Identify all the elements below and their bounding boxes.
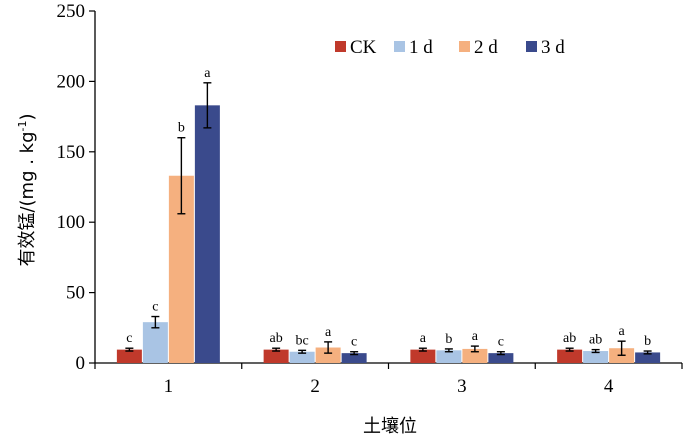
bar	[462, 348, 488, 363]
x-tick-label: 1	[164, 376, 174, 397]
legend-label: CK	[350, 37, 377, 58]
bar	[116, 349, 142, 363]
legend-label: 2 d	[474, 37, 498, 58]
legend-swatch	[459, 41, 470, 52]
bar	[583, 351, 609, 363]
legend: CK 1 d 2 d 3 d	[335, 37, 565, 58]
bar	[289, 351, 315, 363]
y-tick-label: 200	[57, 71, 86, 92]
significance-label: c	[498, 335, 504, 350]
y-tick-label: 50	[66, 283, 85, 304]
bar	[436, 350, 462, 363]
significance-label: a	[420, 331, 427, 346]
legend-label: 3 d	[541, 37, 565, 58]
significance-label: ab	[563, 331, 576, 346]
significance-label: a	[204, 66, 211, 81]
significance-label: c	[126, 331, 132, 346]
x-tick-label: 4	[604, 376, 614, 397]
bar	[315, 347, 341, 363]
bar	[488, 353, 514, 363]
y-axis-title-main: 有效锰/(mg . kg	[17, 131, 38, 266]
bar	[635, 352, 661, 363]
significance-label: ab	[589, 333, 602, 348]
significance-label: bc	[296, 333, 309, 348]
y-axis-title-close: )	[17, 113, 38, 120]
significance-label: b	[644, 334, 651, 349]
bar	[557, 349, 583, 363]
legend-swatch	[394, 41, 405, 52]
significance-label: b	[178, 121, 185, 136]
y-tick-label: 100	[57, 212, 86, 233]
axes: 0 50 100 150 200 250 1 2 3 4	[57, 1, 683, 397]
significance-label: a	[619, 324, 626, 339]
bar	[341, 353, 367, 363]
legend-swatch	[526, 41, 537, 52]
significance-label: a	[472, 329, 479, 344]
bar	[263, 349, 289, 363]
y-tick-label: 0	[76, 353, 86, 374]
x-tick-label: 2	[310, 376, 320, 397]
significance-label: ab	[270, 331, 283, 346]
legend-label: 1 d	[409, 37, 433, 58]
legend-swatch	[335, 41, 346, 52]
significance-label: a	[325, 325, 332, 340]
significance-label: c	[351, 335, 357, 350]
bar	[410, 349, 436, 363]
y-axis-title: 有效锰/(mg . kg-1)	[16, 113, 38, 266]
bar	[142, 322, 168, 363]
significance-label: c	[152, 300, 158, 315]
x-axis-title: 土壤位	[363, 416, 417, 436]
x-tick-label: 3	[457, 376, 467, 397]
y-axis-title-superscript: -1	[16, 121, 29, 132]
y-tick-label: 250	[57, 1, 86, 22]
bar	[194, 105, 220, 363]
y-tick-label: 150	[57, 142, 86, 163]
significance-label: b	[445, 332, 452, 347]
